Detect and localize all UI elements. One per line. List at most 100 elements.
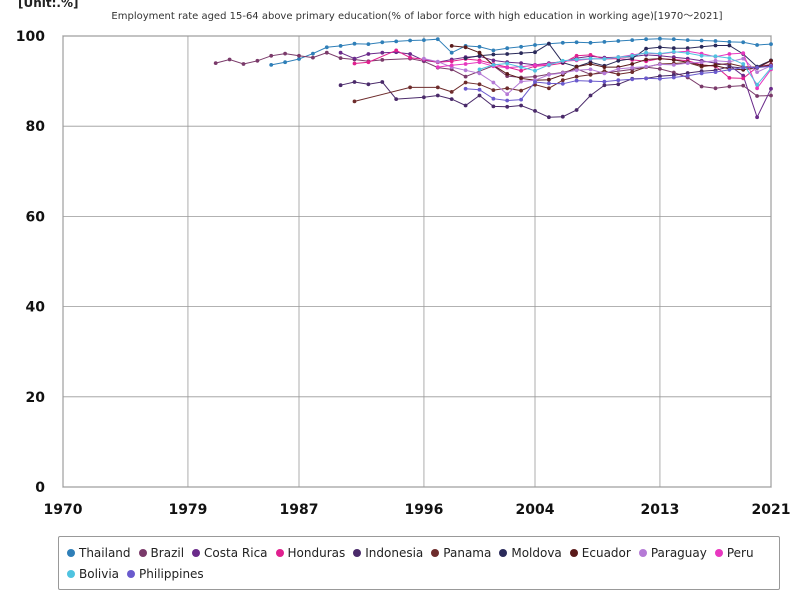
data-point xyxy=(519,51,523,55)
data-point xyxy=(616,67,621,71)
data-point xyxy=(560,40,565,45)
data-point xyxy=(685,46,690,51)
data-point xyxy=(463,45,468,50)
data-point xyxy=(519,79,523,84)
series-bolivia xyxy=(477,49,773,87)
data-point xyxy=(408,52,412,56)
series-thailand xyxy=(269,36,773,67)
legend-label: Panama xyxy=(443,545,492,560)
unit-label: [Unit:.%] xyxy=(18,0,79,10)
data-point xyxy=(477,60,482,65)
legend-label: Honduras xyxy=(287,545,346,560)
data-point xyxy=(699,60,704,65)
data-point xyxy=(658,45,662,50)
data-point xyxy=(352,41,357,46)
data-point xyxy=(352,56,357,61)
data-point xyxy=(547,41,551,46)
data-point xyxy=(671,63,676,67)
series-line xyxy=(451,45,772,81)
data-point xyxy=(658,76,662,81)
data-point xyxy=(769,58,773,63)
data-point xyxy=(491,52,496,57)
data-point xyxy=(477,93,482,98)
data-point xyxy=(449,50,454,55)
data-point xyxy=(616,39,621,43)
data-point xyxy=(380,50,385,55)
legend-label: Thailand xyxy=(79,545,131,560)
data-point xyxy=(269,53,274,58)
y-tick-label: 0 xyxy=(35,480,45,496)
data-point xyxy=(519,65,523,69)
data-point xyxy=(713,86,718,91)
data-point xyxy=(574,78,579,83)
data-point xyxy=(463,86,468,91)
legend-marker xyxy=(138,548,147,557)
data-point xyxy=(533,80,537,84)
chart-title: Employment rate aged 15-64 above primary… xyxy=(111,11,723,22)
data-point xyxy=(533,109,537,113)
data-point xyxy=(699,53,704,58)
data-point xyxy=(741,40,746,45)
data-point xyxy=(588,72,593,77)
data-point xyxy=(644,46,648,51)
data-point xyxy=(713,63,718,68)
data-point xyxy=(658,67,662,71)
data-point xyxy=(394,48,399,53)
data-point xyxy=(547,72,551,77)
legend-marker xyxy=(638,548,647,557)
data-point xyxy=(671,46,676,51)
legend-label: Peru xyxy=(726,545,754,560)
data-point xyxy=(644,57,648,62)
data-point xyxy=(685,61,690,65)
data-point xyxy=(505,98,510,103)
data-point xyxy=(588,40,593,45)
x-tick-label: 2013 xyxy=(640,502,679,518)
data-point xyxy=(311,55,315,60)
data-point xyxy=(297,57,301,61)
data-point xyxy=(435,37,440,42)
data-point xyxy=(477,82,482,87)
legend-item: Paraguay xyxy=(638,542,707,563)
data-point xyxy=(283,60,287,65)
y-axis-ticks: 0 20 40 60 80 100 xyxy=(16,29,45,496)
data-point xyxy=(227,57,232,62)
data-point xyxy=(727,76,732,80)
data-point xyxy=(366,60,371,65)
data-point xyxy=(491,48,496,53)
data-point xyxy=(574,53,579,58)
data-point xyxy=(297,53,301,58)
data-point xyxy=(491,63,496,67)
data-point xyxy=(435,85,440,90)
legend-marker xyxy=(714,548,723,557)
x-tick-label: 1987 xyxy=(280,502,319,518)
data-point xyxy=(449,97,454,101)
data-point xyxy=(505,52,510,56)
legend-marker xyxy=(127,569,136,578)
legend-item: Costa Rica xyxy=(192,542,268,563)
legend-label: Philippines xyxy=(139,566,204,581)
data-point xyxy=(560,78,565,83)
data-point xyxy=(366,52,371,56)
series-paraguay xyxy=(422,56,773,97)
data-point xyxy=(338,44,343,48)
data-point xyxy=(519,68,523,73)
data-point xyxy=(505,86,510,91)
data-point xyxy=(560,58,565,63)
data-point xyxy=(477,87,482,92)
data-point xyxy=(366,82,371,87)
data-point xyxy=(352,80,357,84)
data-point xyxy=(630,38,635,42)
legend-marker xyxy=(499,548,508,557)
data-point xyxy=(477,71,482,76)
data-point xyxy=(394,39,399,44)
data-point xyxy=(213,61,218,65)
data-point xyxy=(547,77,551,82)
legend-marker xyxy=(275,548,284,557)
data-point xyxy=(338,56,343,60)
legend-item: Honduras xyxy=(275,542,346,563)
data-point xyxy=(616,58,621,63)
data-point xyxy=(380,80,385,84)
data-point xyxy=(741,73,746,78)
data-point xyxy=(574,57,579,62)
data-point xyxy=(505,46,510,51)
